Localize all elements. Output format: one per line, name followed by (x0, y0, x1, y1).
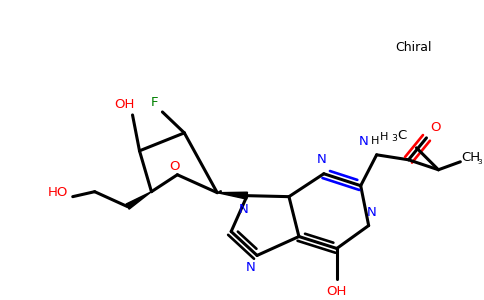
Text: Chiral: Chiral (395, 41, 432, 54)
Text: N: N (359, 135, 369, 148)
Text: F: F (151, 97, 158, 110)
Text: N: N (246, 261, 256, 274)
Polygon shape (126, 192, 151, 209)
Text: CH: CH (461, 151, 481, 164)
Text: H: H (380, 132, 389, 142)
Text: N: N (367, 206, 377, 219)
Text: $_3$C: $_3$C (391, 129, 408, 144)
Text: N: N (239, 203, 249, 216)
Text: O: O (430, 122, 440, 134)
Text: OH: OH (114, 98, 135, 112)
Text: H: H (371, 136, 379, 146)
Text: O: O (169, 160, 180, 173)
Text: HO: HO (47, 186, 68, 199)
Text: OH: OH (327, 285, 347, 298)
Text: N: N (317, 153, 327, 166)
Polygon shape (217, 192, 247, 199)
Text: $_3$: $_3$ (477, 157, 484, 167)
